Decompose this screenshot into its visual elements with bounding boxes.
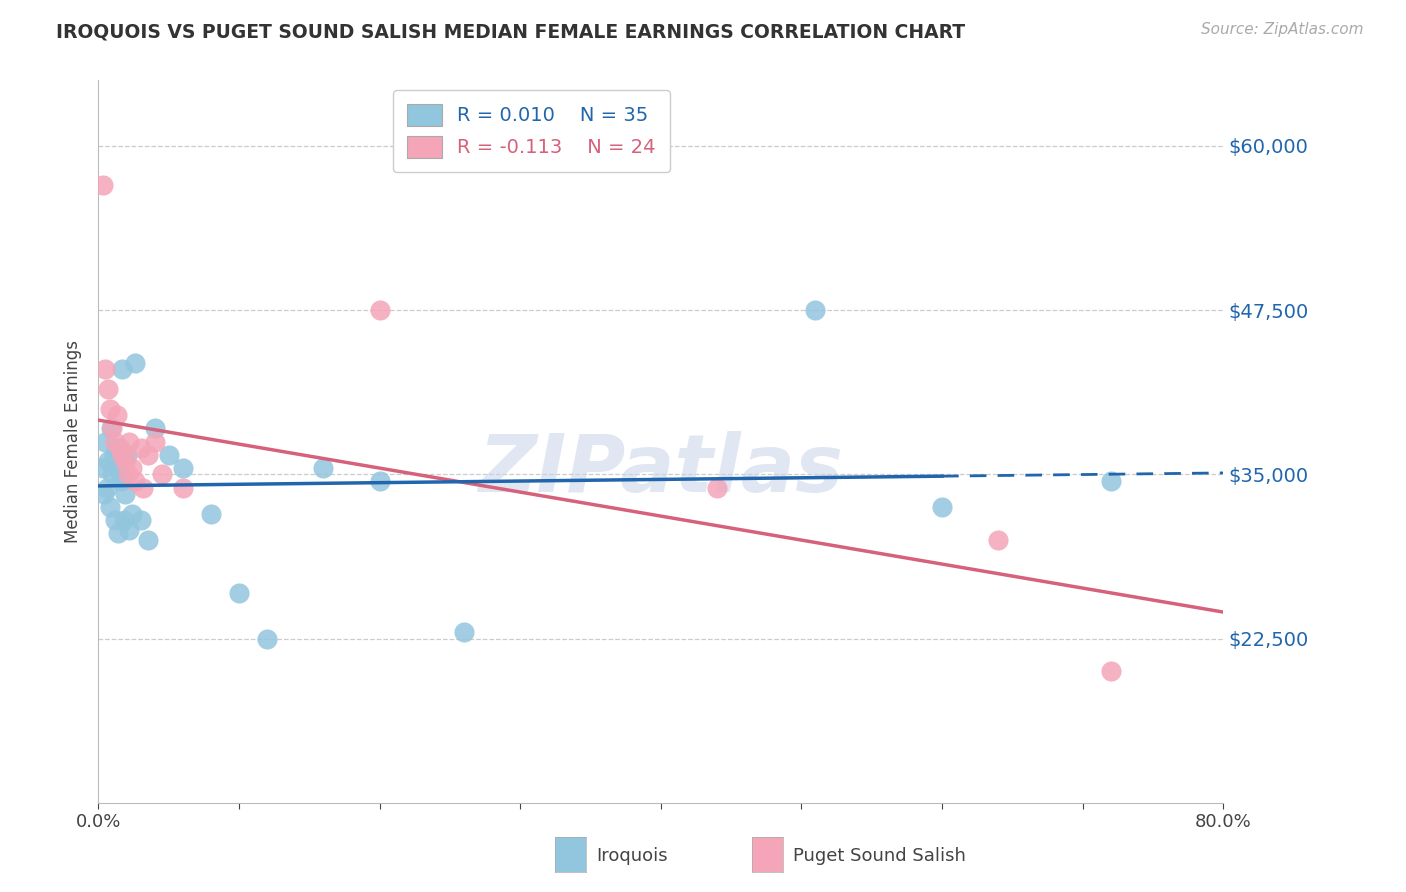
Point [117, 467, 139, 482]
Point [368, 474, 391, 488]
Point [121, 460, 143, 475]
Text: Puget Sound Salish: Puget Sound Salish [793, 847, 966, 865]
Point [312, 460, 335, 475]
Point [101, 421, 124, 435]
Point [104, 434, 127, 449]
Point [987, 533, 1010, 547]
Text: Iroquois: Iroquois [596, 847, 668, 865]
Point [97, 382, 120, 396]
Point [111, 448, 134, 462]
Point [172, 481, 194, 495]
Point [132, 481, 155, 495]
Point [107, 526, 129, 541]
Point [103, 448, 125, 462]
Text: ZIPatlas: ZIPatlas [478, 432, 844, 509]
Point [101, 467, 124, 482]
Point [129, 513, 152, 527]
Point [108, 441, 131, 455]
Point [96, 481, 118, 495]
Point [98, 500, 121, 515]
Point [121, 507, 143, 521]
Point [256, 632, 278, 646]
Point [91, 178, 114, 193]
Point [706, 481, 728, 495]
Point [104, 513, 127, 527]
Point [143, 434, 166, 449]
Point [200, 507, 222, 521]
Point [115, 448, 138, 462]
Point [150, 467, 173, 482]
Point [105, 409, 128, 423]
Point [157, 448, 180, 462]
Point [1099, 474, 1122, 488]
Point [108, 467, 131, 482]
Point [111, 362, 134, 376]
Point [228, 585, 250, 599]
Point [172, 460, 194, 475]
Point [118, 523, 141, 537]
Point [94, 434, 117, 449]
Point [94, 362, 117, 376]
Point [129, 441, 152, 455]
Point [124, 474, 146, 488]
Point [110, 474, 132, 488]
Legend: R = 0.010    N = 35, R = -0.113    N = 24: R = 0.010 N = 35, R = -0.113 N = 24 [394, 90, 669, 172]
Point [453, 625, 475, 640]
Point [105, 441, 128, 455]
Point [114, 454, 136, 468]
Point [931, 500, 953, 515]
Point [114, 487, 136, 501]
Point [143, 421, 166, 435]
Point [93, 487, 115, 501]
Point [368, 303, 391, 318]
Point [804, 303, 827, 318]
Point [98, 401, 121, 416]
Point [91, 460, 114, 475]
Point [124, 356, 146, 370]
Point [97, 454, 120, 468]
Y-axis label: Median Female Earnings: Median Female Earnings [63, 340, 82, 543]
Point [1099, 665, 1122, 679]
Point [136, 533, 159, 547]
Text: Source: ZipAtlas.com: Source: ZipAtlas.com [1201, 22, 1364, 37]
Point [136, 448, 159, 462]
Text: IROQUOIS VS PUGET SOUND SALISH MEDIAN FEMALE EARNINGS CORRELATION CHART: IROQUOIS VS PUGET SOUND SALISH MEDIAN FE… [56, 22, 966, 41]
Point [100, 421, 122, 435]
Point [118, 434, 141, 449]
Point [112, 513, 135, 527]
